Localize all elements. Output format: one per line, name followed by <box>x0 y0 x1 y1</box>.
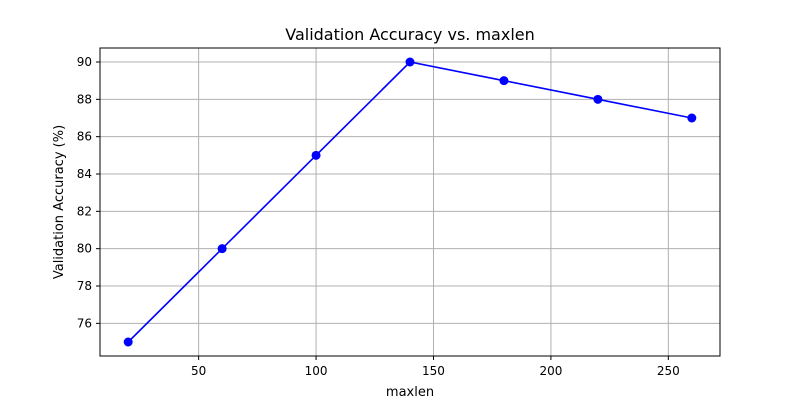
x-tick-label: 100 <box>305 364 328 378</box>
data-point <box>405 57 415 67</box>
y-tick-label: 78 <box>77 279 92 293</box>
y-axis-label: Validation Accuracy (%) <box>52 125 67 279</box>
data-point <box>311 150 321 160</box>
data-point <box>217 244 227 254</box>
data-series <box>123 57 697 347</box>
y-tick-label: 82 <box>77 204 92 218</box>
x-tick-label: 250 <box>657 364 680 378</box>
x-tick-label: 200 <box>539 364 562 378</box>
y-tick-label: 86 <box>77 130 92 144</box>
data-point <box>123 337 133 347</box>
data-point <box>499 76 509 86</box>
chart-title: Validation Accuracy vs. maxlen <box>285 25 535 44</box>
y-tick-label: 90 <box>77 55 92 69</box>
y-tick-label: 76 <box>77 316 92 330</box>
axis-ticks: 50 100 150 200 250 76 78 80 82 84 86 88 90 <box>77 55 680 378</box>
y-tick-label: 84 <box>77 167 92 181</box>
y-tick-label: 88 <box>77 92 92 106</box>
y-tick-label: 80 <box>77 242 92 256</box>
data-point <box>687 113 697 123</box>
x-tick-label: 50 <box>191 364 206 378</box>
x-tick-label: 150 <box>422 364 445 378</box>
x-axis-label: maxlen <box>386 385 434 400</box>
plot-frame <box>99 47 721 357</box>
data-point <box>593 94 603 104</box>
